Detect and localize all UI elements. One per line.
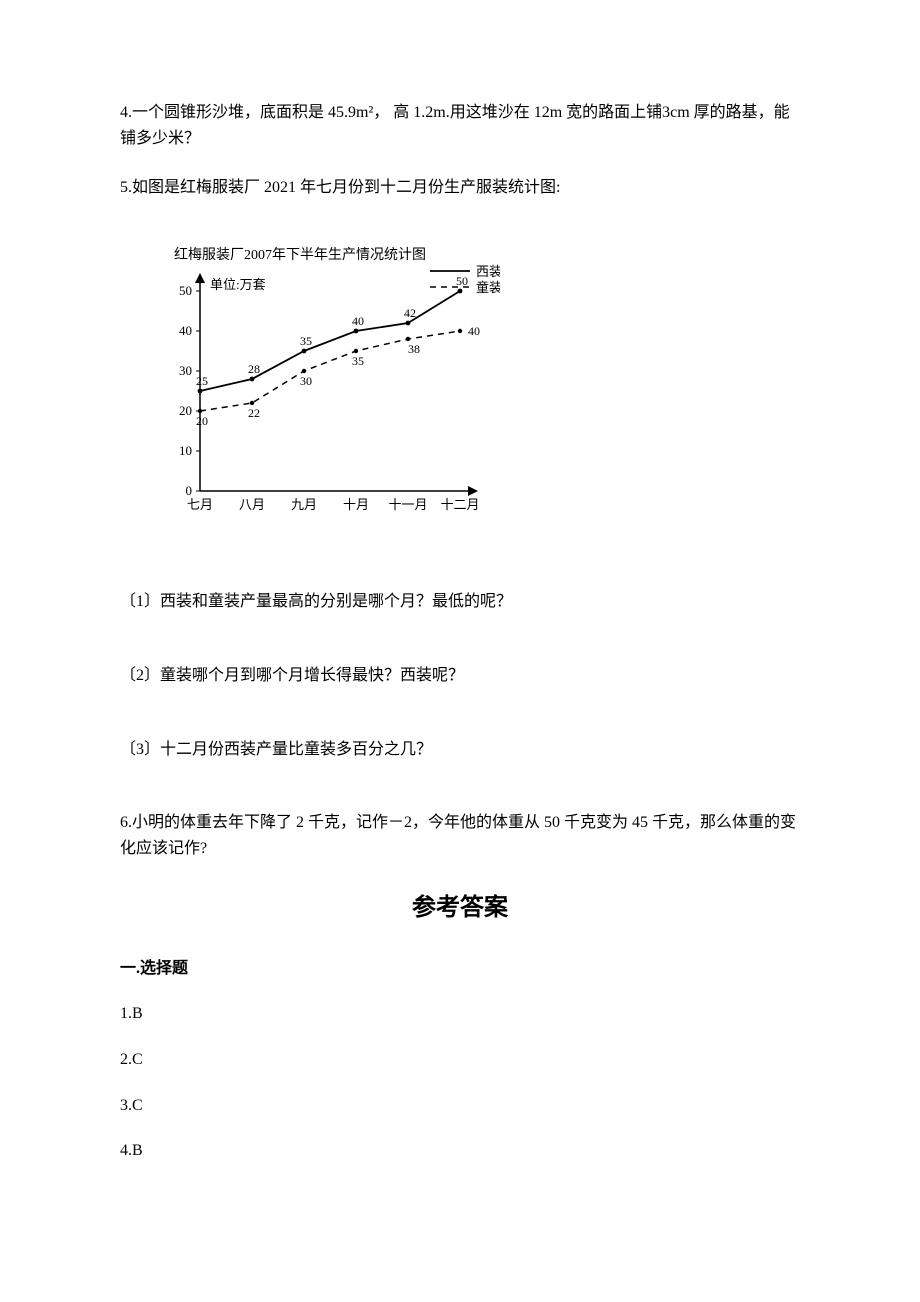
answer-4-text: 4.B [120, 1142, 143, 1159]
svg-text:九月: 九月 [291, 497, 317, 512]
section-heading-text: 一.选择题 [120, 960, 188, 977]
question-6: 6.小明的体重去年下降了 2 千克，记作－2，今年他的体重从 50 千克变为 4… [120, 810, 800, 861]
svg-text:28: 28 [248, 362, 260, 376]
svg-text:童装: 童装 [476, 280, 500, 295]
svg-text:十一月: 十一月 [388, 497, 427, 512]
answers-title: 参考答案 [120, 889, 800, 927]
svg-text:50: 50 [456, 274, 468, 288]
svg-text:40: 40 [352, 314, 364, 328]
svg-text:西装: 西装 [476, 264, 500, 279]
svg-text:红梅服装厂2007年下半年生产情况统计图: 红梅服装厂2007年下半年生产情况统计图 [174, 247, 426, 263]
question-5-sub1: 〔1〕西装和童装产量最高的分别是哪个月？最低的呢？ [120, 589, 800, 615]
svg-text:22: 22 [248, 406, 260, 420]
svg-text:十二月: 十二月 [440, 497, 479, 512]
svg-text:38: 38 [408, 342, 420, 356]
question-6-text: 6.小明的体重去年下降了 2 千克，记作－2，今年他的体重从 50 千克变为 4… [120, 814, 796, 857]
answers-title-text: 参考答案 [412, 895, 508, 921]
question-5-sub2-text: 〔2〕童装哪个月到哪个月增长得最快？西装呢？ [120, 667, 464, 684]
svg-text:八月: 八月 [239, 497, 265, 512]
svg-text:20: 20 [196, 414, 208, 428]
svg-text:七月: 七月 [187, 497, 213, 512]
question-4-text: 4.一个圆锥形沙堆，底面积是 45.9m²， 高 1.2m.用这堆沙在 12m … [120, 104, 790, 147]
answer-2: 2.C [120, 1047, 800, 1073]
svg-text:40: 40 [468, 324, 480, 338]
question-5-sub3: 〔3〕十二月份西装产量比童装多百分之几？ [120, 737, 800, 763]
question-5-sub2: 〔2〕童装哪个月到哪个月增长得最快？西装呢？ [120, 663, 800, 689]
question-5-sub1-text: 〔1〕西装和童装产量最高的分别是哪个月？最低的呢？ [120, 593, 512, 610]
svg-text:单位:万套: 单位:万套 [210, 277, 266, 292]
svg-text:35: 35 [300, 334, 312, 348]
answer-4: 4.B [120, 1138, 800, 1164]
answer-1-text: 1.B [120, 1005, 143, 1022]
answer-3-text: 3.C [120, 1097, 143, 1114]
svg-text:20: 20 [179, 403, 192, 418]
question-5-sub3-text: 〔3〕十二月份西装产量比童装多百分之几？ [120, 741, 432, 758]
svg-text:30: 30 [300, 374, 312, 388]
chart-container: 红梅服装厂2007年下半年生产情况统计图西装童装 单位:万套 0 10 20 30 40 50… [140, 241, 800, 550]
answer-1: 1.B [120, 1001, 800, 1027]
svg-text:25: 25 [196, 374, 208, 388]
answer-2-text: 2.C [120, 1051, 143, 1068]
svg-text:50: 50 [179, 283, 192, 298]
svg-text:40: 40 [179, 323, 192, 338]
svg-text:0: 0 [186, 483, 193, 498]
production-chart: 红梅服装厂2007年下半年生产情况统计图西装童装 单位:万套 0 10 20 30 40 50… [140, 241, 500, 541]
svg-text:42: 42 [404, 306, 416, 320]
section-heading: 一.选择题 [120, 956, 800, 982]
svg-text:30: 30 [179, 363, 192, 378]
question-5-intro: 5.如图是红梅服装厂 2021 年七月份到十二月份生产服装统计图: [120, 175, 800, 201]
svg-text:十月: 十月 [343, 497, 369, 512]
svg-text:35: 35 [352, 354, 364, 368]
answer-3: 3.C [120, 1093, 800, 1119]
question-4: 4.一个圆锥形沙堆，底面积是 45.9m²， 高 1.2m.用这堆沙在 12m … [120, 100, 800, 151]
question-5-intro-text: 5.如图是红梅服装厂 2021 年七月份到十二月份生产服装统计图: [120, 179, 560, 196]
svg-text:10: 10 [179, 443, 192, 458]
